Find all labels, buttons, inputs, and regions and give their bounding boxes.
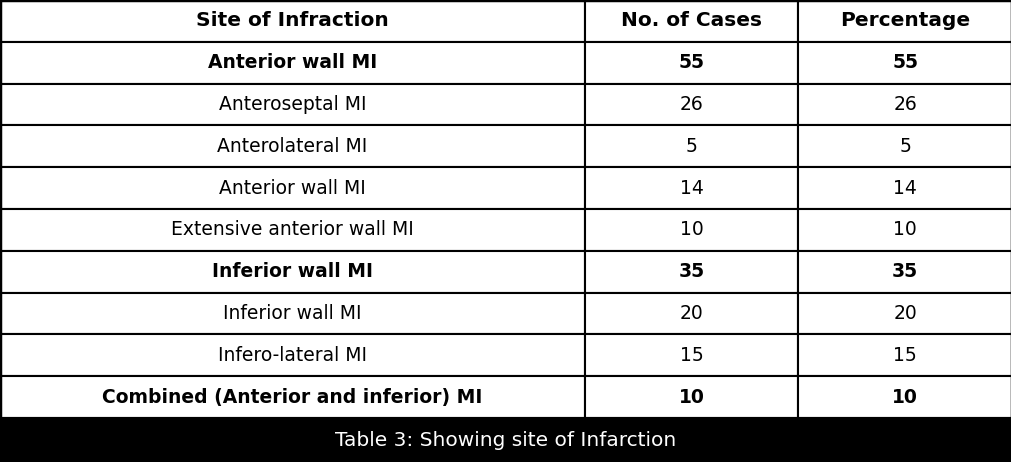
Text: 10: 10 (678, 388, 704, 407)
Text: No. of Cases: No. of Cases (621, 12, 761, 30)
Text: Infero-lateral MI: Infero-lateral MI (217, 346, 367, 365)
Bar (798, 292, 1011, 334)
Bar (798, 167, 1011, 209)
Bar (0, 209, 584, 251)
Bar (798, 251, 1011, 292)
Text: 10: 10 (892, 388, 917, 407)
Text: Inferior wall MI: Inferior wall MI (211, 262, 373, 281)
Text: 15: 15 (893, 346, 916, 365)
Text: 10: 10 (893, 220, 916, 239)
Bar (584, 376, 798, 418)
Text: 35: 35 (892, 262, 917, 281)
Bar (798, 84, 1011, 125)
Text: Anterior wall MI: Anterior wall MI (207, 53, 377, 72)
Text: Anteroseptal MI: Anteroseptal MI (218, 95, 366, 114)
Bar (584, 292, 798, 334)
Text: 14: 14 (893, 179, 916, 198)
Text: Anterior wall MI: Anterior wall MI (218, 179, 366, 198)
Bar (584, 0, 798, 42)
Text: Anterolateral MI: Anterolateral MI (217, 137, 367, 156)
Text: 20: 20 (679, 304, 703, 323)
Bar (798, 125, 1011, 167)
Text: Inferior wall MI: Inferior wall MI (223, 304, 361, 323)
Text: Combined (Anterior and inferior) MI: Combined (Anterior and inferior) MI (102, 388, 482, 407)
Bar (584, 209, 798, 251)
Bar (584, 334, 798, 376)
Text: 5: 5 (899, 137, 910, 156)
Bar (0, 251, 584, 292)
Text: 35: 35 (678, 262, 704, 281)
Text: 10: 10 (679, 220, 703, 239)
Text: Table 3: Showing site of Infarction: Table 3: Showing site of Infarction (335, 431, 676, 450)
Text: 26: 26 (893, 95, 916, 114)
Bar (584, 125, 798, 167)
Bar (0, 125, 584, 167)
Text: 14: 14 (679, 179, 703, 198)
Bar (0, 84, 584, 125)
Bar (798, 0, 1011, 42)
Bar (584, 251, 798, 292)
Bar (798, 334, 1011, 376)
Bar (0, 418, 1011, 462)
Text: 55: 55 (678, 53, 704, 72)
Text: 20: 20 (893, 304, 916, 323)
Bar (0, 292, 584, 334)
Text: 55: 55 (892, 53, 917, 72)
Bar (0, 334, 584, 376)
Text: 5: 5 (685, 137, 697, 156)
Bar (0, 167, 584, 209)
Bar (584, 42, 798, 84)
Text: Site of Infraction: Site of Infraction (196, 12, 388, 30)
Text: 15: 15 (679, 346, 703, 365)
Bar (798, 42, 1011, 84)
Bar (798, 209, 1011, 251)
Text: 26: 26 (679, 95, 703, 114)
Bar (798, 376, 1011, 418)
Bar (0, 0, 584, 42)
Bar (584, 84, 798, 125)
Bar (0, 376, 584, 418)
Text: Percentage: Percentage (839, 12, 970, 30)
Bar (0, 42, 584, 84)
Bar (584, 167, 798, 209)
Text: Extensive anterior wall MI: Extensive anterior wall MI (171, 220, 413, 239)
